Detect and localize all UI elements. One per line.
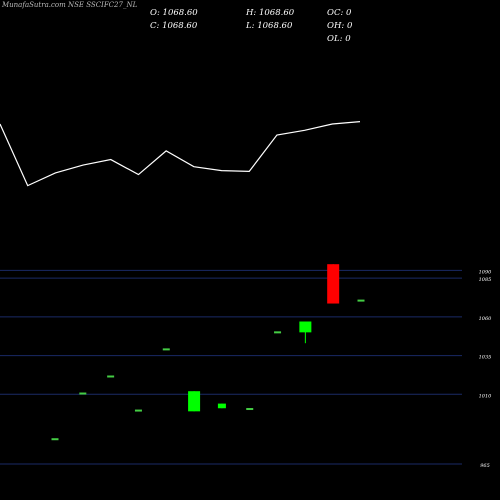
- candle-doji: [107, 375, 115, 378]
- open-readout: O: 1068.60: [150, 8, 198, 18]
- y-tick-label: 1090: [479, 269, 493, 275]
- candle-body: [188, 391, 201, 412]
- candle: [357, 299, 365, 302]
- candle: [327, 264, 340, 304]
- candle: [134, 409, 142, 412]
- oc-value: 0: [346, 8, 352, 18]
- ohlc-open-close: O: 1068.60 C: 1068.60: [150, 7, 198, 33]
- candle: [188, 391, 201, 412]
- candle: [107, 375, 115, 378]
- candlestick-panel: [51, 264, 365, 441]
- low-readout: L: 1068.60: [246, 21, 293, 31]
- candle: [162, 348, 170, 351]
- gridlines: [0, 269, 462, 465]
- candle-doji: [357, 299, 365, 302]
- y-tick-label: 965: [480, 463, 490, 469]
- candle: [79, 392, 87, 395]
- close-line-panel: [0, 121, 361, 187]
- ol-readout: OL: 0: [327, 34, 351, 44]
- y-axis-ticks: 965 1010 1035 1060 1085 1090: [479, 269, 493, 469]
- close-readout: C: 1068.60: [150, 21, 198, 31]
- candle: [299, 321, 312, 344]
- ohlc-high-low: H: 1068.60 L: 1068.60: [246, 7, 294, 33]
- high-value: 1068.60: [258, 8, 295, 18]
- candle-body: [327, 264, 340, 304]
- candle: [246, 408, 254, 411]
- y-tick-label: 1010: [479, 393, 493, 399]
- close-line-series: [0, 121, 361, 187]
- high-readout: H: 1068.60: [246, 8, 295, 18]
- ohlc-differences: OC: 0 OH: 0 OL: 0: [327, 7, 352, 46]
- candle-doji: [51, 438, 59, 441]
- candle: [274, 331, 282, 334]
- chart-title: MunafaSutra.com NSE SSCIFC27_NL: [2, 1, 138, 9]
- ol-value: 0: [345, 34, 351, 44]
- candle-doji: [162, 348, 170, 351]
- y-tick-label: 1035: [479, 355, 492, 361]
- low-value: 1068.60: [257, 21, 293, 31]
- candle: [51, 438, 59, 441]
- open-value: 1068.60: [162, 8, 198, 18]
- candle: [217, 403, 226, 409]
- candle-doji: [274, 331, 282, 334]
- oc-readout: OC: 0: [327, 8, 352, 18]
- candle-doji: [79, 392, 87, 395]
- candle-doji: [246, 408, 254, 411]
- candle-doji: [134, 409, 142, 412]
- candle-body: [217, 403, 226, 409]
- y-tick-label: 1085: [479, 277, 492, 283]
- close-value: 1068.60: [162, 21, 198, 31]
- y-tick-label: 1060: [479, 316, 493, 322]
- oh-value: 0: [346, 21, 353, 31]
- oh-readout: OH: 0: [327, 21, 353, 31]
- candle-body: [299, 321, 312, 333]
